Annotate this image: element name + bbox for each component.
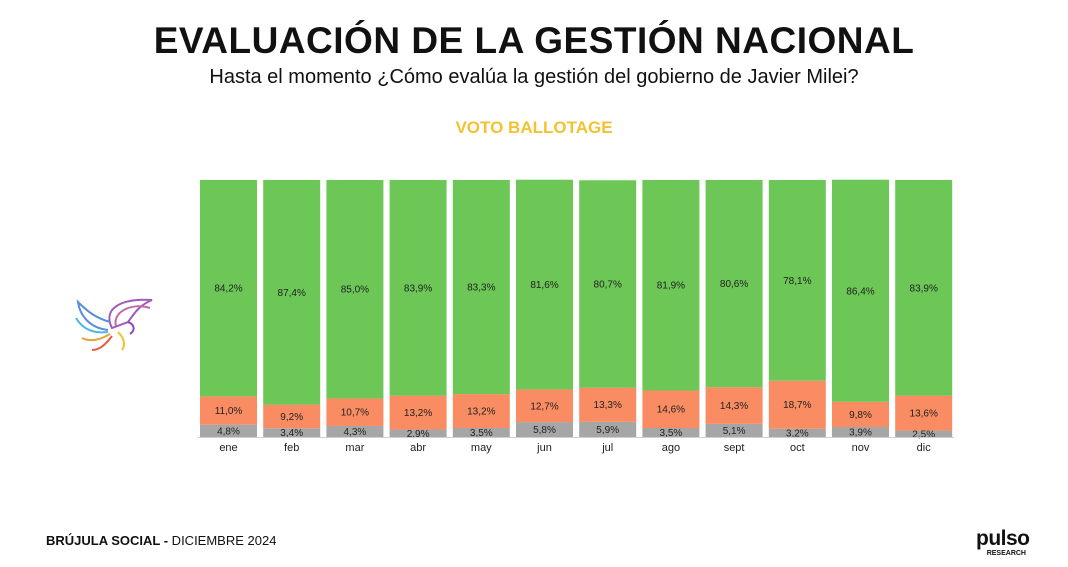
footer-date: DICIEMBRE 2024: [168, 533, 277, 548]
bar-segment-gray-nov: [832, 426, 889, 437]
data-label-green-jul: 80,7%: [594, 279, 622, 290]
bar-segment-green-mar: [326, 180, 384, 399]
bar-segment-gray-may: [452, 428, 510, 437]
chart-label: VOTO BALLOTAGE: [455, 118, 613, 137]
data-label-orange-jul: 13,3%: [594, 400, 622, 411]
data-label-orange-oct: 18,7%: [783, 400, 811, 411]
bar-segment-gray-feb: [263, 428, 321, 437]
brand-logo: pulso RESEARCH: [976, 528, 1048, 560]
bar-segment-gray-ene: [200, 424, 257, 437]
bar-segment-green-sept: [705, 180, 763, 388]
bar-segment-orange-sept: [705, 387, 763, 424]
data-label-orange-ago: 14,6%: [657, 405, 685, 416]
data-label-gray-ago: 3,5%: [660, 428, 683, 439]
data-label-green-dic: 83,9%: [910, 283, 938, 294]
bar-segment-green-ago: [642, 180, 700, 391]
bar-segment-orange-oct: [768, 380, 826, 429]
data-label-gray-dic: 2,5%: [912, 429, 935, 440]
data-label-gray-abr: 2,9%: [407, 429, 430, 440]
data-label-orange-feb: 9,2%: [280, 412, 303, 423]
bar-segment-green-ene: [200, 180, 257, 397]
data-label-gray-sept: 5,1%: [723, 426, 746, 437]
data-label-orange-abr: 13,2%: [404, 408, 432, 419]
x-tick-label-dic: dic: [917, 442, 932, 454]
page-subtitle: Hasta el momento ¿Cómo evalúa la gestión…: [209, 66, 859, 88]
x-tick-label-ene: ene: [219, 442, 237, 454]
x-tick-label-sept: sept: [724, 442, 745, 454]
bar-segment-orange-dic: [895, 395, 953, 431]
bar-segment-orange-jun: [516, 389, 573, 423]
bird-logo-icon: [75, 298, 153, 351]
data-label-orange-dic: 13,6%: [910, 409, 938, 420]
x-tick-label-jul: jul: [601, 442, 613, 454]
x-tick-label-may: may: [471, 442, 492, 454]
footer: BRÚJULA SOCIAL - DICIEMBRE 2024: [46, 533, 276, 548]
data-label-gray-jul: 5,9%: [596, 425, 619, 436]
bar-segment-orange-feb: [263, 404, 321, 429]
bar-segment-gray-jun: [516, 422, 573, 437]
bar-segment-gray-abr: [389, 429, 447, 437]
data-label-green-jun: 81,6%: [530, 280, 558, 291]
data-label-green-ene: 84,2%: [214, 284, 242, 295]
data-label-green-ago: 81,9%: [657, 281, 685, 292]
footer-source: BRÚJULA SOCIAL -: [46, 533, 169, 548]
bar-segment-green-jun: [516, 179, 573, 390]
data-label-orange-jun: 12,7%: [530, 401, 558, 412]
x-tick-label-ago: ago: [662, 442, 680, 454]
data-label-green-feb: 87,4%: [278, 288, 306, 299]
data-label-orange-sept: 14,3%: [720, 401, 748, 412]
data-label-green-abr: 83,9%: [404, 283, 432, 294]
bar-segment-orange-may: [452, 394, 510, 429]
bar-segment-orange-nov: [832, 401, 889, 427]
x-tick-label-oct: oct: [790, 442, 805, 454]
brand-name: pulso: [976, 527, 1030, 550]
x-tick-label-nov: nov: [852, 442, 870, 454]
data-label-gray-ene: 4,8%: [217, 426, 240, 437]
x-tick-label-jun: jun: [536, 442, 552, 454]
bar-segment-green-dic: [895, 180, 953, 396]
data-label-gray-jun: 5,8%: [533, 425, 556, 436]
x-tick-label-abr: abr: [410, 442, 426, 454]
data-label-gray-may: 3,5%: [470, 428, 493, 439]
data-label-green-mar: 85,0%: [341, 285, 369, 296]
stacked-bar-chart: 4,8% 11,0% 84,2% ene 3,4% 9,2% 87,4% feb 4,3% 10,…: [198, 179, 955, 454]
data-label-orange-may: 13,2%: [467, 407, 495, 418]
bar-segment-gray-sept: [705, 423, 763, 437]
bar-segment-gray-dic: [895, 430, 953, 437]
bar-segment-gray-jul: [579, 421, 637, 437]
data-label-orange-ene: 11,0%: [215, 406, 243, 417]
bar-segment-gray-oct: [768, 428, 826, 437]
bar-segment-orange-ago: [642, 390, 700, 429]
data-label-green-oct: 78,1%: [783, 276, 811, 287]
data-label-gray-feb: 3,4%: [280, 428, 303, 439]
data-label-orange-nov: 9,8%: [849, 410, 872, 421]
data-label-green-nov: 86,4%: [846, 286, 874, 297]
data-label-gray-oct: 3,2%: [786, 428, 809, 439]
bar-segment-green-oct: [768, 180, 826, 381]
bar-segment-gray-mar: [326, 425, 384, 437]
data-label-gray-nov: 3,9%: [849, 427, 872, 438]
data-label-gray-mar: 4,3%: [344, 427, 367, 438]
x-tick-label-mar: mar: [345, 442, 364, 454]
bar-segment-green-may: [452, 180, 510, 395]
bar-segment-orange-mar: [326, 398, 384, 426]
data-label-orange-mar: 10,7%: [341, 408, 369, 419]
data-label-green-sept: 80,6%: [720, 279, 748, 290]
bar-segment-orange-ene: [200, 396, 257, 425]
bar-segment-green-jul: [579, 180, 637, 388]
data-label-green-may: 83,3%: [467, 283, 495, 294]
bar-segment-orange-abr: [389, 395, 447, 430]
bar-segment-gray-ago: [642, 428, 700, 437]
bar-segment-green-nov: [832, 179, 889, 402]
x-tick-label-feb: feb: [284, 442, 299, 454]
bar-segment-orange-jul: [579, 387, 637, 422]
bar-segment-green-abr: [389, 180, 447, 396]
bar-segment-green-feb: [263, 180, 321, 405]
page-title: EVALUACIÓN DE LA GESTIÓN NACIONAL: [153, 20, 915, 61]
brand-subtitle: RESEARCH: [986, 550, 1026, 557]
